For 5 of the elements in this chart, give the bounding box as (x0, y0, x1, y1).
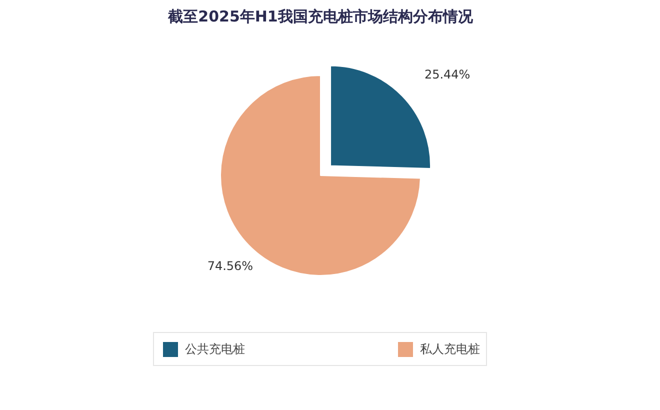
data-label: 25.44% (424, 67, 470, 82)
legend-label: 公共充电桩 (185, 340, 245, 358)
data-label: 74.56% (207, 259, 254, 274)
legend-label: 私人充电桩 (420, 340, 480, 358)
chart-title: 截至2025年H1我国充电桩市场结构分布情况 (167, 8, 474, 26)
